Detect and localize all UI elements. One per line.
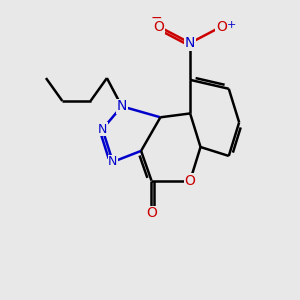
Text: +: + — [227, 20, 236, 30]
Text: N: N — [108, 155, 118, 168]
Text: N: N — [98, 123, 107, 136]
Text: N: N — [185, 36, 195, 50]
Text: O: O — [146, 206, 157, 220]
Text: O: O — [216, 20, 227, 34]
Text: O: O — [185, 174, 196, 188]
Text: −: − — [150, 11, 162, 25]
Text: N: N — [117, 99, 127, 113]
Text: O: O — [154, 20, 164, 34]
